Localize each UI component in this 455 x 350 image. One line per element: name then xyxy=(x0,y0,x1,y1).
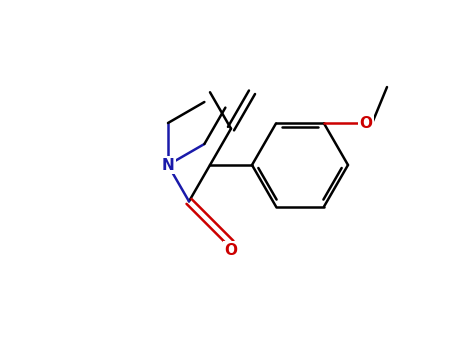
Text: O: O xyxy=(224,243,238,258)
Text: O: O xyxy=(359,116,373,131)
Text: N: N xyxy=(162,158,174,173)
